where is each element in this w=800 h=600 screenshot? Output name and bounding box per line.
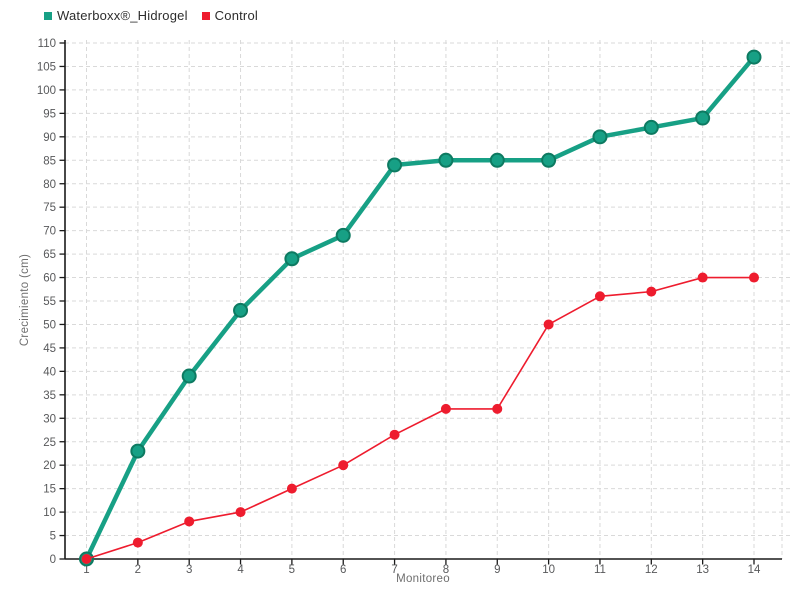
- legend-item-control[interactable]: Control: [201, 8, 258, 23]
- y-tick-label: 35: [43, 390, 56, 402]
- data-point[interactable]: [389, 429, 400, 440]
- x-tick-label: 3: [186, 564, 192, 576]
- data-point[interactable]: [335, 227, 351, 243]
- data-point[interactable]: [132, 537, 143, 548]
- data-point[interactable]: [81, 554, 92, 564]
- data-point[interactable]: [438, 152, 454, 168]
- legend-item-waterboxx-hidrogel[interactable]: Waterboxx®_Hidrogel: [44, 8, 188, 23]
- y-tick-label: 100: [37, 85, 56, 97]
- data-point[interactable]: [746, 49, 762, 65]
- data-point[interactable]: [130, 443, 146, 459]
- y-tick-label: 45: [43, 343, 56, 355]
- y-tick-label: 5: [50, 531, 56, 543]
- legend-label-waterboxx-hidrogel: Waterboxx®_Hidrogel: [57, 8, 188, 23]
- data-point[interactable]: [284, 251, 300, 267]
- y-tick-label: 70: [43, 226, 56, 238]
- y-tick-label: 95: [43, 108, 56, 120]
- y-tick-label: 85: [43, 155, 56, 167]
- data-point[interactable]: [643, 119, 659, 135]
- series-line: [85, 276, 755, 560]
- y-tick-label: 55: [43, 296, 56, 308]
- x-tick-label: 2: [135, 564, 141, 576]
- data-point[interactable]: [338, 460, 349, 471]
- x-tick-label: 4: [237, 564, 244, 576]
- y-tick-label: 75: [43, 202, 56, 214]
- x-tick-label: 13: [696, 564, 709, 576]
- data-point[interactable]: [489, 152, 505, 168]
- y-tick-label: 80: [43, 179, 56, 191]
- y-tick-label: 20: [43, 460, 56, 472]
- x-tick-label: 9: [494, 564, 500, 576]
- data-point[interactable]: [233, 302, 249, 318]
- control-series-swatch-icon: [201, 11, 210, 20]
- data-point[interactable]: [235, 507, 246, 518]
- series-line: [84, 54, 757, 562]
- y-tick-label: 15: [43, 484, 56, 496]
- data-point[interactable]: [181, 368, 197, 384]
- data-point[interactable]: [749, 272, 759, 283]
- x-tick-label: 14: [748, 564, 761, 576]
- x-tick-label: 10: [542, 564, 555, 576]
- y-tick-label: 40: [43, 366, 56, 378]
- x-tick-label: 5: [289, 564, 295, 576]
- data-point[interactable]: [543, 319, 554, 330]
- data-point[interactable]: [387, 157, 403, 173]
- series-control: [81, 272, 759, 564]
- y-tick-label: 90: [43, 132, 56, 144]
- y-tick-label: 30: [43, 413, 56, 425]
- waterboxx-series-swatch-icon: [44, 11, 52, 20]
- x-tick-label: 11: [594, 564, 606, 576]
- y-tick-label: 110: [38, 38, 56, 50]
- x-tick-label: 6: [340, 564, 346, 576]
- x-tick-label: 1: [83, 564, 89, 576]
- data-point[interactable]: [492, 403, 503, 414]
- data-point[interactable]: [646, 286, 657, 297]
- data-point[interactable]: [592, 129, 608, 145]
- data-point[interactable]: [594, 291, 605, 302]
- y-tick-label: 10: [43, 507, 56, 519]
- x-tick-label: 8: [443, 564, 449, 576]
- legend-label-control: Control: [214, 8, 258, 23]
- x-axis-title: Monitoreo: [396, 573, 450, 585]
- data-point[interactable]: [697, 272, 708, 283]
- y-tick-label: 50: [43, 319, 56, 331]
- y-tick-label: 65: [43, 249, 56, 261]
- gridlines: [65, 40, 792, 559]
- tick-labels: 0510152025303540455055606570758085909510…: [37, 38, 761, 576]
- x-tick-label: 12: [645, 564, 658, 576]
- data-point[interactable]: [286, 483, 297, 494]
- axes: [64, 40, 782, 560]
- y-tick-label: 25: [43, 437, 56, 449]
- data-point[interactable]: [184, 516, 195, 527]
- y-axis-title: Crecimiento (cm): [19, 253, 31, 347]
- legend: Waterboxx®_Hidrogel Control: [44, 8, 258, 23]
- data-point[interactable]: [541, 152, 557, 168]
- series-waterboxx-hidrogel: [79, 49, 762, 567]
- y-tick-label: 105: [37, 61, 56, 73]
- y-tick-label: 0: [50, 554, 56, 566]
- x-tick-label: 7: [391, 564, 397, 576]
- y-tick-label: 60: [43, 273, 56, 285]
- data-point[interactable]: [440, 403, 451, 414]
- data-point[interactable]: [695, 110, 711, 126]
